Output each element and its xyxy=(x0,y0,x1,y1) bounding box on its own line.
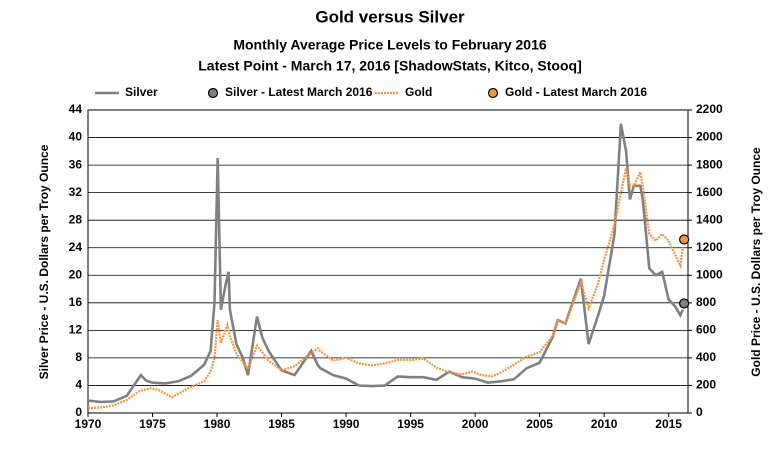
x-tick-label: 1975 xyxy=(139,417,166,431)
y2-axis-label: Gold Price - U.S. Dollars per Troy Ounce xyxy=(749,147,763,377)
y-tick-label: 40 xyxy=(69,130,83,144)
y2-tick-label: 800 xyxy=(696,295,716,309)
y-tick-label: 16 xyxy=(69,295,83,309)
chart-subtitle: Monthly Average Price Levels to February… xyxy=(233,37,547,53)
series-line xyxy=(87,167,684,410)
legend-label: Gold xyxy=(405,85,432,99)
y2-tick-label: 1400 xyxy=(696,212,723,226)
y2-tick-label: 2000 xyxy=(696,130,723,144)
y2-tick-label: 1000 xyxy=(696,267,723,281)
y2-tick-label: 1800 xyxy=(696,157,723,171)
y2-tick-label: 2200 xyxy=(696,102,723,116)
latest-point xyxy=(679,298,690,309)
y-tick-label: 4 xyxy=(75,378,82,392)
series-line xyxy=(87,123,684,404)
y2-tick-label: 1600 xyxy=(696,185,723,199)
x-tick-label: 2010 xyxy=(591,417,618,431)
y-tick-label: 8 xyxy=(75,350,82,364)
x-tick-label: 2005 xyxy=(526,417,553,431)
y2-tick-label: 400 xyxy=(696,350,716,364)
y-tick-label: 0 xyxy=(75,405,82,419)
y-tick-label: 36 xyxy=(69,157,83,171)
x-tick-label: 2000 xyxy=(462,417,489,431)
y-axis-label: Silver Price - U.S. Dollars per Troy Oun… xyxy=(37,144,51,379)
y-tick-label: 44 xyxy=(69,102,83,116)
x-tick-label: 1995 xyxy=(397,417,424,431)
y-tick-label: 28 xyxy=(69,212,83,226)
latest-point xyxy=(679,234,690,245)
x-tick-label: 1985 xyxy=(268,417,295,431)
x-tick-label: 1970 xyxy=(75,417,102,431)
plot-frame xyxy=(87,109,689,414)
y-tick-label: 12 xyxy=(69,323,83,337)
y-tick-label: 24 xyxy=(69,240,83,254)
x-tick-label: 2015 xyxy=(655,417,682,431)
legend-swatch xyxy=(487,87,499,99)
y-tick-label: 20 xyxy=(69,267,83,281)
y2-tick-label: 200 xyxy=(696,378,716,392)
chart-subtitle: Latest Point - March 17, 2016 [ShadowSta… xyxy=(198,58,582,74)
y2-tick-label: 1200 xyxy=(696,240,723,254)
x-tick-label: 1980 xyxy=(204,417,231,431)
legend-swatch xyxy=(207,87,219,99)
x-tick-label: 1990 xyxy=(333,417,360,431)
legend-label: Silver xyxy=(125,85,158,99)
chart-title: Gold versus Silver xyxy=(315,7,465,26)
legend-label: Gold - Latest March 2016 xyxy=(505,85,647,99)
y2-tick-label: 600 xyxy=(696,323,716,337)
y2-tick-label: 0 xyxy=(696,405,703,419)
legend-label: Silver - Latest March 2016 xyxy=(225,85,373,99)
y-tick-label: 32 xyxy=(69,185,83,199)
